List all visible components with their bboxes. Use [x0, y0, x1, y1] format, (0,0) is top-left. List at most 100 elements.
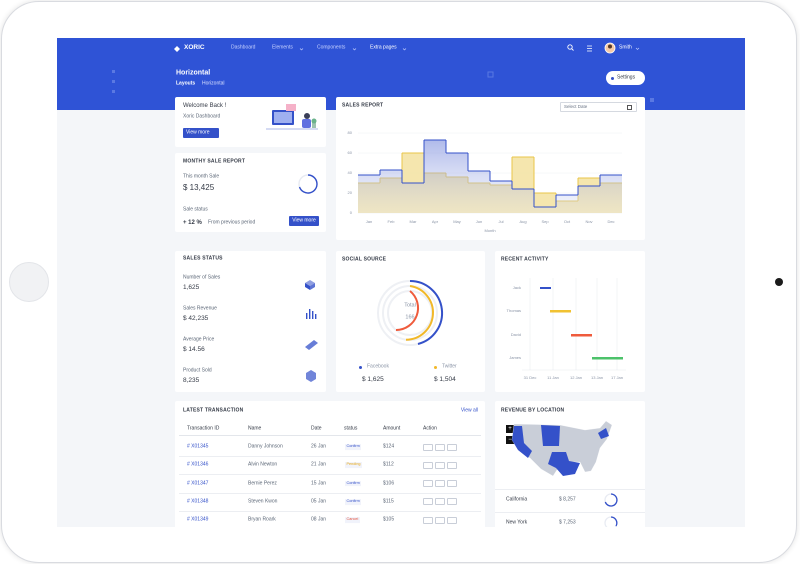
- row-divider: [179, 456, 481, 457]
- column-header: Date: [311, 425, 322, 432]
- column-header: Action: [423, 425, 437, 432]
- settings-button[interactable]: [606, 71, 645, 85]
- action-button[interactable]: [423, 443, 433, 451]
- legend-value: $ 1,504: [434, 375, 456, 383]
- card-title: LATEST TRANSACTION: [183, 407, 244, 414]
- y-tick-label: 0: [349, 210, 352, 215]
- brand: XORIC: [184, 43, 205, 51]
- view-more-button[interactable]: [183, 128, 219, 138]
- label: Product Sold: [183, 367, 212, 374]
- action-button[interactable]: [447, 461, 457, 469]
- action-button[interactable]: [447, 516, 457, 524]
- x-tick-label: Feb: [387, 219, 395, 224]
- transaction-id[interactable]: # X01347: [187, 480, 209, 487]
- status-badge: Cancel: [345, 517, 360, 524]
- legend-value: $ 1,625: [362, 375, 384, 383]
- label: This month Sale: [183, 173, 220, 180]
- y-tick-label: 60: [347, 150, 352, 155]
- action-button[interactable]: [423, 461, 433, 469]
- state-label: New York: [506, 519, 528, 526]
- divider: [495, 489, 645, 490]
- action-button[interactable]: [435, 480, 445, 488]
- legend-dot: [358, 365, 362, 369]
- input-placeholder: Select Date: [564, 103, 588, 109]
- page-title: Horizontal: [176, 69, 211, 77]
- note: From previous period: [208, 219, 256, 226]
- action-button[interactable]: [423, 516, 433, 524]
- us-map: [511, 420, 613, 477]
- button-label: View more: [186, 129, 210, 136]
- value: $ 13,425: [183, 183, 215, 192]
- date-input[interactable]: [560, 102, 637, 112]
- y-tick-label: 40: [347, 170, 352, 175]
- action-button[interactable]: [435, 443, 445, 451]
- label: Sales Revenue: [183, 305, 217, 312]
- value: 1,625: [183, 283, 200, 291]
- zoom-button[interactable]: [506, 436, 514, 444]
- person-label: David: [510, 332, 521, 337]
- label: Average Price: [183, 336, 215, 343]
- view-more-button[interactable]: [289, 216, 319, 226]
- status-badge: Confirm: [345, 444, 362, 450]
- nav-item[interactable]: Components: [317, 44, 346, 51]
- date-label: 17 Jan: [610, 375, 624, 380]
- date-cell: 21 Jan: [311, 461, 327, 468]
- row-divider: [179, 510, 481, 512]
- x-tick-label: Nov: [585, 219, 593, 224]
- column-header: Transaction ID: [187, 425, 220, 432]
- card: [336, 251, 485, 392]
- date-label: 31 Dec: [523, 375, 537, 380]
- nav-item[interactable]: Extra pages: [370, 44, 397, 51]
- action-button[interactable]: [447, 443, 457, 451]
- x-tick-label: Jan: [365, 219, 373, 224]
- card-title: SOCIAL SOURCE: [342, 256, 387, 263]
- amount-cell: $124: [383, 443, 395, 450]
- transaction-id[interactable]: # X01346: [187, 461, 209, 468]
- status-badge: Confirm: [345, 480, 362, 487]
- action-button[interactable]: [435, 498, 445, 506]
- action-button[interactable]: [447, 480, 457, 488]
- x-tick-label: Oct: [563, 219, 571, 224]
- transaction-id[interactable]: # X01348: [187, 498, 209, 505]
- value: 8,235: [183, 376, 200, 384]
- label: Sale status: [183, 206, 208, 213]
- name-cell: Steven Kwon: [248, 498, 278, 505]
- amount-cell: $106: [383, 480, 395, 487]
- action-button[interactable]: [447, 498, 457, 506]
- texts-layer: XORIC Dashboard Elements Components Extra pa…: [57, 38, 745, 527]
- view-all-link[interactable]: View all: [460, 407, 478, 414]
- x-tick-label: Sep: [541, 219, 549, 224]
- transaction-id[interactable]: # X01349: [187, 516, 209, 523]
- label: Number of Sales: [183, 274, 221, 281]
- action-button[interactable]: [435, 461, 445, 469]
- y-tick-label: 80: [347, 130, 352, 135]
- zoom-button[interactable]: [506, 425, 514, 433]
- user-name[interactable]: Smith: [619, 44, 632, 51]
- date-cell: 15 Jan: [311, 480, 327, 487]
- welcome-illustration: [266, 104, 318, 130]
- action-button[interactable]: [435, 516, 445, 524]
- action-button[interactable]: [423, 480, 433, 488]
- legend-label: Twitter: [442, 363, 457, 370]
- nav-item[interactable]: Elements: [272, 44, 293, 51]
- subtitle: Xoric Dashboard: [183, 113, 221, 120]
- date-label: 12 Jan: [569, 375, 583, 380]
- x-tick-label: Jun: [475, 219, 483, 224]
- status-icons: [305, 280, 318, 382]
- status-badge: Confirm: [345, 498, 362, 505]
- nav-item[interactable]: Dashboard: [231, 44, 256, 51]
- legend-dot: [433, 365, 437, 369]
- social-rings: [377, 279, 444, 346]
- screen: XORIC Dashboard Elements Components Extra pa…: [57, 38, 745, 527]
- transaction-id[interactable]: # X01345: [187, 443, 209, 450]
- y-tick-label: 20: [347, 190, 352, 195]
- x-tick-label: Dec: [607, 219, 615, 224]
- x-tick-label: Aug: [519, 219, 527, 224]
- person-label: Thomas: [506, 308, 521, 313]
- settings-dot: [611, 76, 614, 80]
- card-title: SALES REPORT: [342, 102, 384, 109]
- state-label: California: [506, 496, 528, 503]
- action-button[interactable]: [423, 498, 433, 506]
- x-tick-label: Apr: [431, 219, 439, 224]
- date-label: 13 Jan: [590, 375, 604, 380]
